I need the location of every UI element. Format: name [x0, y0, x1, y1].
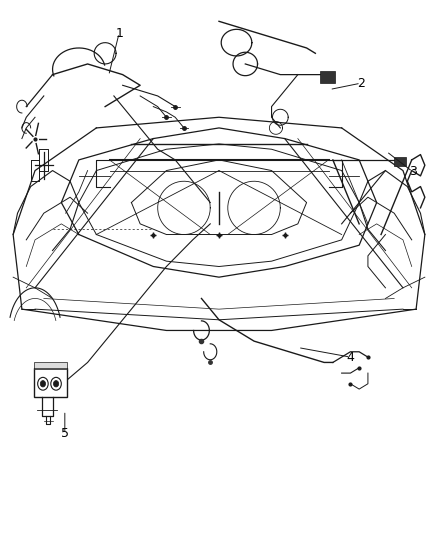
Circle shape [53, 381, 59, 387]
Text: 4: 4 [346, 351, 354, 364]
Text: 5: 5 [61, 427, 69, 440]
Bar [394, 157, 406, 166]
Text: 1: 1 [115, 27, 123, 39]
Text: 3: 3 [409, 165, 417, 178]
Bar [320, 71, 335, 83]
Circle shape [40, 381, 46, 387]
Text: 2: 2 [357, 77, 365, 90]
Bar [34, 362, 67, 369]
Bar [34, 368, 67, 397]
